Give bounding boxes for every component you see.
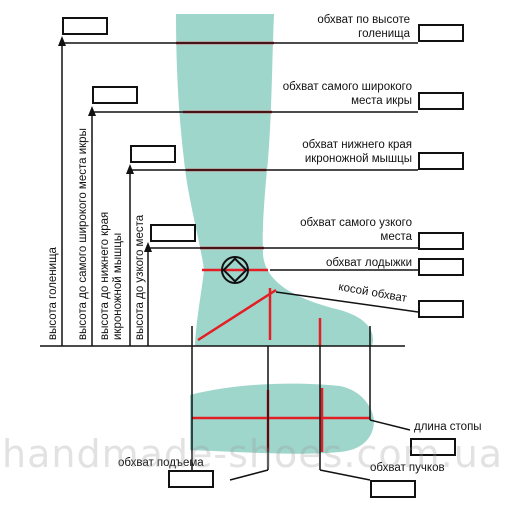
label-ball-girth: обхват пучков bbox=[370, 462, 445, 474]
label-instep-girth: обхват подъема bbox=[118, 457, 204, 469]
input-box-calf-top-girth[interactable] bbox=[418, 24, 464, 42]
input-box-shaft-height[interactable] bbox=[62, 17, 108, 35]
vlabel-widest-calf-height: высота до самого широкого места икры bbox=[77, 128, 89, 340]
input-box-narrowest-girth[interactable] bbox=[418, 232, 464, 250]
input-box-widest-calf-height[interactable] bbox=[92, 86, 138, 104]
arrowheads bbox=[58, 36, 152, 252]
input-box-ankle-girth[interactable] bbox=[418, 258, 464, 276]
vlabel-shaft-height: высота голенища bbox=[47, 247, 59, 340]
input-box-instep-girth[interactable] bbox=[168, 470, 214, 488]
label-lower-calf-girth: обхват нижнего края икроножной мышцы bbox=[302, 139, 412, 165]
input-box-lower-calf-height[interactable] bbox=[130, 145, 176, 163]
label-calf-top-girth: обхват по высоте голенища bbox=[317, 14, 410, 40]
input-box-ball-girth[interactable] bbox=[370, 480, 416, 498]
input-box-lower-calf-girth[interactable] bbox=[418, 152, 464, 170]
guide-lines bbox=[40, 40, 419, 481]
label-ankle-girth: обхват лодыжки bbox=[325, 257, 412, 269]
vlabel-lower-calf-height: высота до нижнего края икроножной мышцы bbox=[99, 211, 124, 340]
label-foot-length: длина стопы bbox=[414, 421, 482, 433]
input-box-oblique-girth[interactable] bbox=[418, 300, 464, 318]
leg-silhouette bbox=[176, 14, 373, 346]
input-box-narrowest-height[interactable] bbox=[150, 224, 196, 242]
label-narrowest-girth: обхват самого узкого места bbox=[300, 217, 412, 243]
input-box-foot-length[interactable] bbox=[410, 438, 456, 456]
ankle-marker bbox=[221, 256, 249, 284]
label-widest-calf-girth: обхват самого широкого места икры bbox=[282, 81, 412, 107]
vlabel-narrowest-height: высота до узкого места bbox=[134, 214, 146, 340]
input-box-widest-calf-girth[interactable] bbox=[418, 92, 464, 110]
instep-diagonal-line bbox=[197, 288, 277, 342]
